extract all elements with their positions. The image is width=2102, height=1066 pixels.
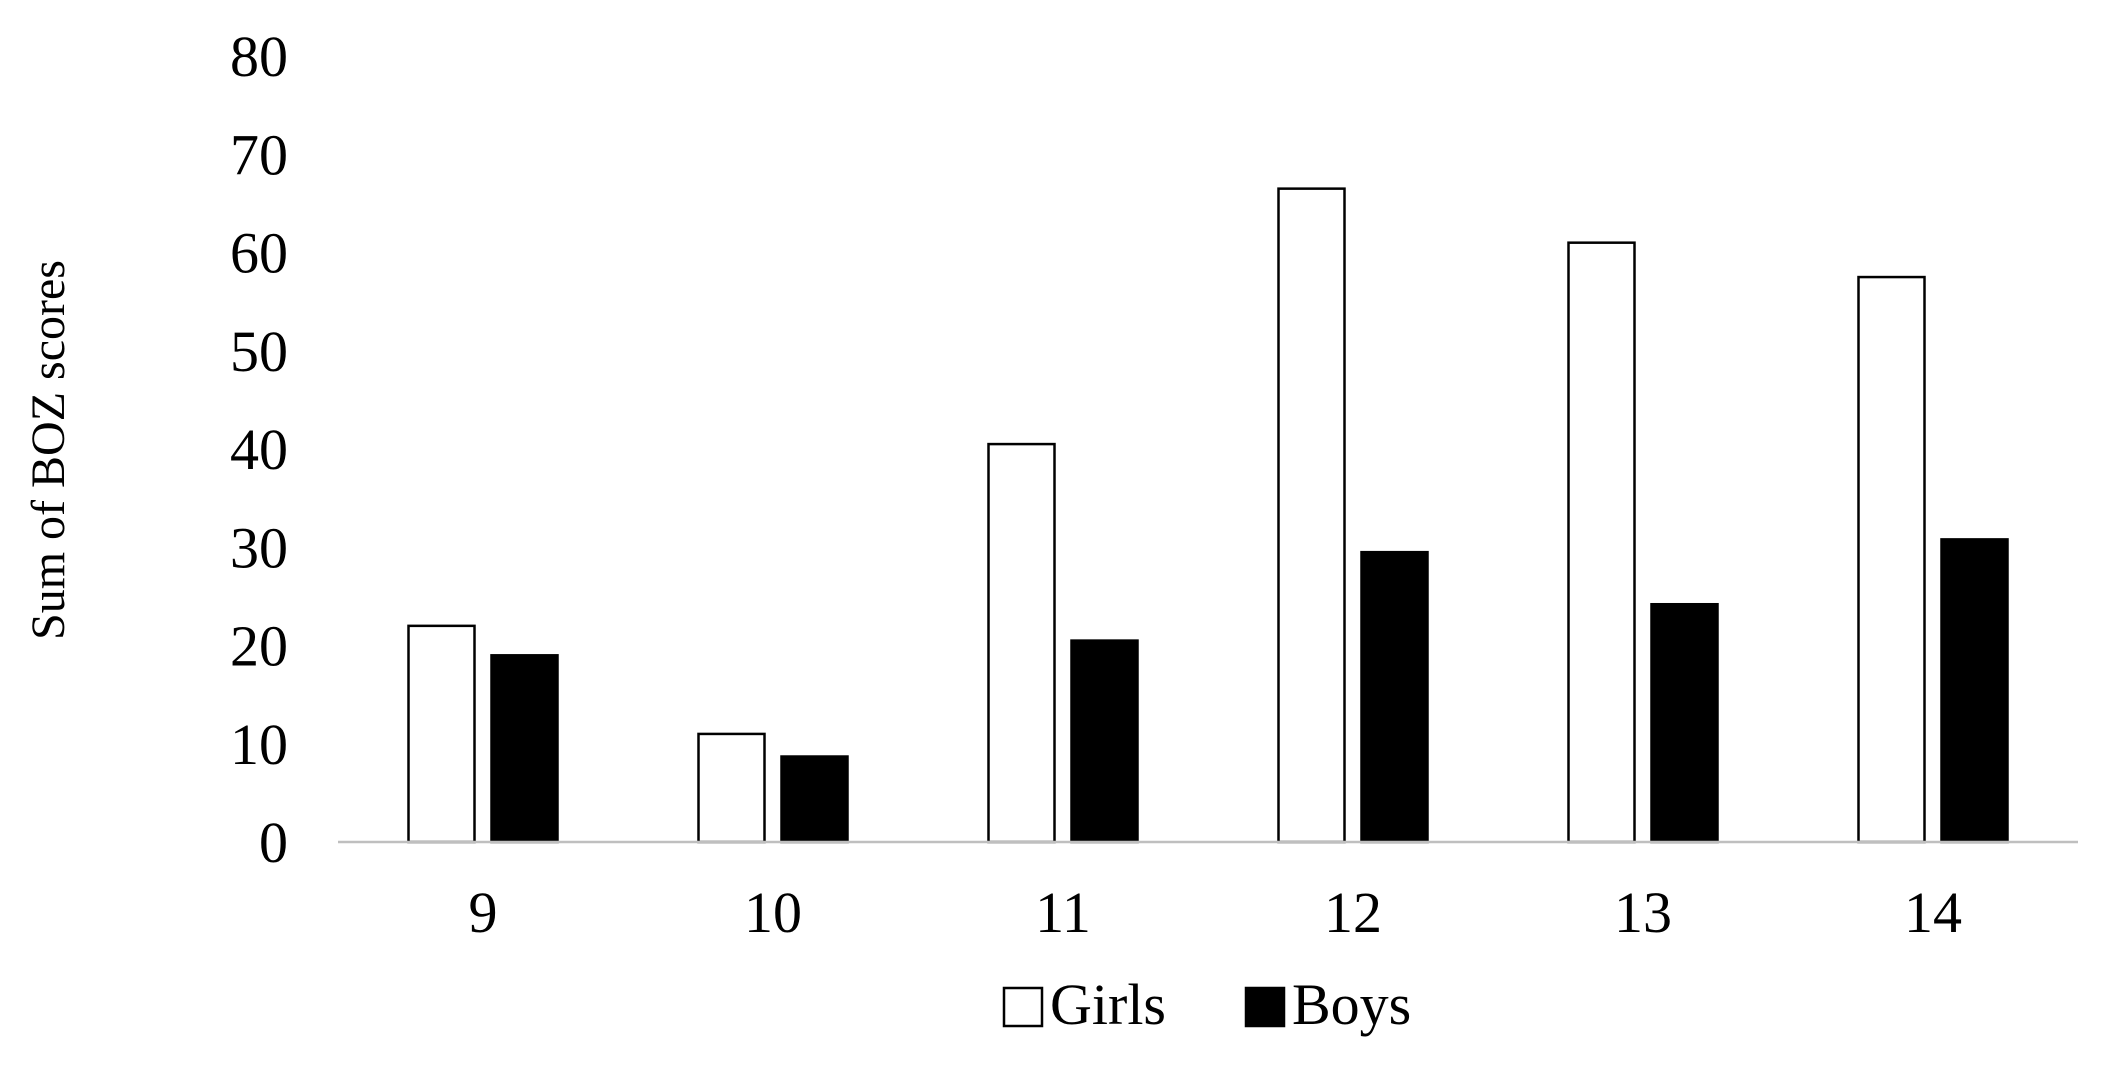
- legend-swatch-girls: [1002, 986, 1044, 1028]
- bar-girls-9: [407, 624, 476, 844]
- bar-boys-13: [1650, 602, 1719, 844]
- y-axis-title: Sum of BOZ scores: [22, 260, 75, 640]
- y-tick-label: 60: [230, 221, 288, 286]
- x-axis-tick-labels: 9 10 11 12 13 14: [469, 880, 1963, 945]
- y-tick-label: 50: [230, 319, 288, 384]
- y-tick-label: 0: [259, 810, 288, 875]
- bar-boys-14: [1940, 538, 2009, 844]
- legend-label-girls: Girls: [1050, 972, 1166, 1037]
- y-tick-label: 10: [230, 712, 288, 777]
- bar-boys-11: [1070, 639, 1139, 844]
- bar-girls-11: [987, 442, 1056, 844]
- bar-girls-14: [1857, 275, 1926, 844]
- x-tick-label: 14: [1904, 880, 1962, 945]
- y-tick-label: 30: [230, 515, 288, 580]
- x-tick-label: 11: [1035, 880, 1091, 945]
- bar-boys-12: [1360, 550, 1429, 844]
- x-tick-label: 12: [1324, 880, 1382, 945]
- bar-boys-10: [780, 755, 849, 844]
- x-tick-label: 13: [1614, 880, 1672, 945]
- bar-girls-10: [697, 732, 766, 844]
- x-tick-label: 10: [744, 880, 802, 945]
- bars: [407, 187, 2009, 844]
- bar-girls-12: [1277, 187, 1346, 844]
- y-tick-label: 80: [230, 24, 288, 89]
- legend: Girls Boys: [1002, 972, 1411, 1037]
- y-axis-tick-labels: 0 10 20 30 40 50 60 70 80: [230, 24, 288, 875]
- bar-boys-9: [490, 654, 559, 844]
- bar-girls-13: [1567, 241, 1636, 844]
- y-tick-label: 20: [230, 614, 288, 679]
- legend-swatch-boys: [1244, 986, 1286, 1028]
- x-tick-label: 9: [469, 880, 498, 945]
- legend-label-boys: Boys: [1292, 972, 1411, 1037]
- y-tick-label: 70: [230, 122, 288, 187]
- y-tick-label: 40: [230, 417, 288, 482]
